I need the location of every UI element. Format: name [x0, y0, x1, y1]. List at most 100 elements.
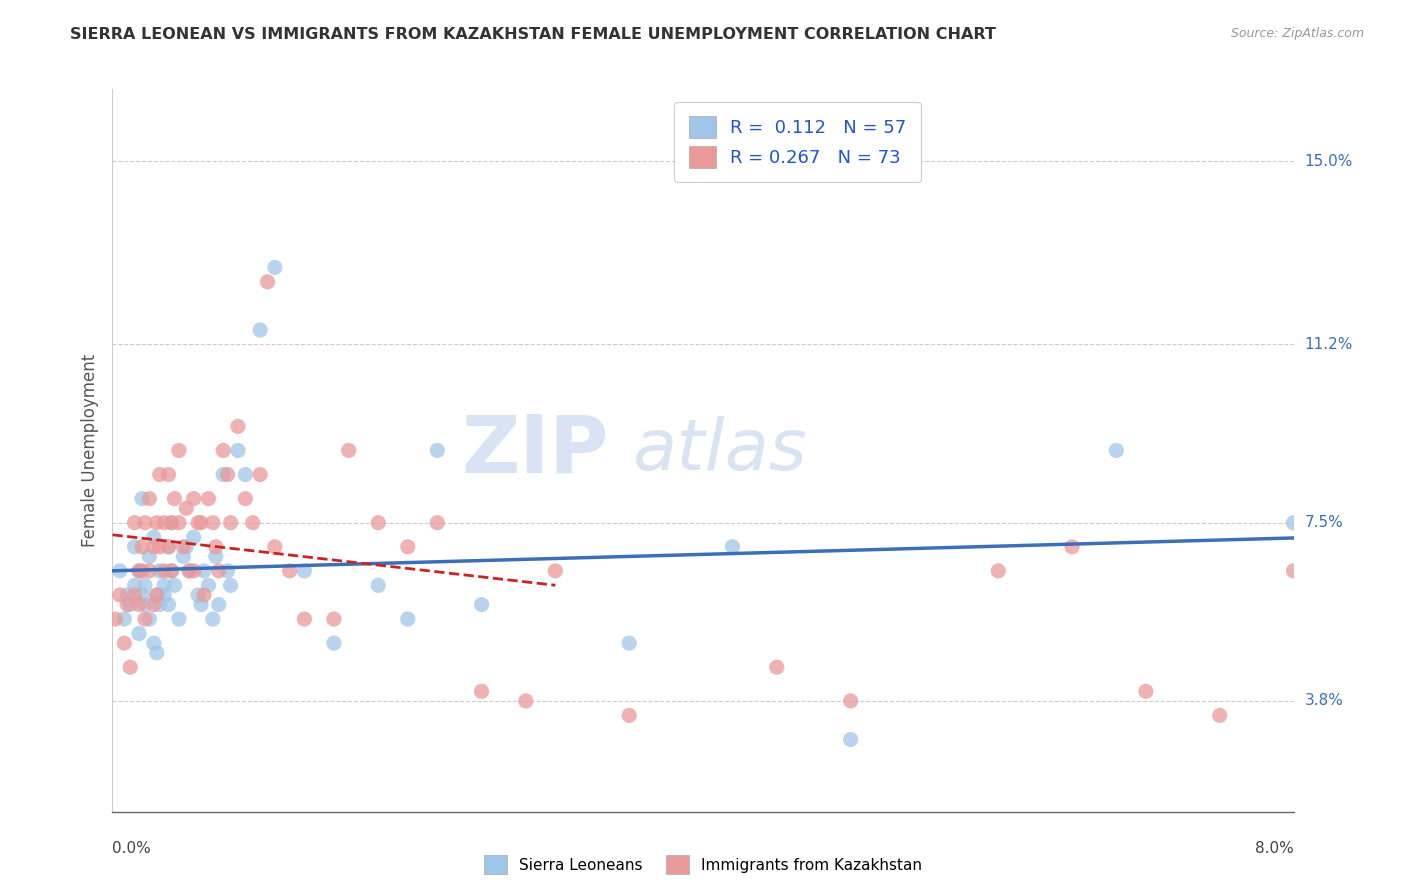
Point: [193, 564, 215, 578]
Point: [157, 540, 180, 554]
Point: [153, 564, 176, 578]
Point: [619, 636, 641, 650]
Point: [138, 612, 160, 626]
Point: [721, 540, 744, 554]
Point: [337, 443, 360, 458]
Point: [131, 588, 153, 602]
Point: [987, 564, 1010, 578]
Point: [149, 467, 172, 482]
Text: 15.0%: 15.0%: [1305, 154, 1353, 169]
Y-axis label: Female Unemployment: Female Unemployment: [80, 354, 98, 547]
Point: [1062, 540, 1084, 554]
Point: [242, 516, 264, 530]
Point: [174, 501, 197, 516]
Point: [183, 530, 205, 544]
Point: [167, 516, 190, 530]
Point: [1312, 636, 1334, 650]
Point: [256, 275, 278, 289]
Text: atlas: atlas: [633, 416, 807, 485]
Point: [160, 516, 183, 530]
Point: [131, 564, 153, 578]
Point: [208, 598, 231, 612]
Point: [1355, 708, 1378, 723]
Point: [1105, 443, 1128, 458]
Point: [131, 491, 153, 506]
Point: [1135, 684, 1157, 698]
Point: [146, 588, 169, 602]
Point: [146, 588, 169, 602]
Point: [112, 636, 135, 650]
Point: [212, 443, 235, 458]
Point: [172, 549, 194, 564]
Point: [201, 516, 224, 530]
Point: [217, 467, 239, 482]
Point: [233, 467, 256, 482]
Point: [219, 516, 242, 530]
Point: [1282, 516, 1305, 530]
Point: [323, 636, 346, 650]
Point: [131, 540, 153, 554]
Point: [146, 516, 169, 530]
Point: [187, 516, 209, 530]
Point: [264, 540, 287, 554]
Point: [138, 564, 160, 578]
Point: [396, 612, 419, 626]
Point: [134, 598, 156, 612]
Point: [233, 491, 256, 506]
Point: [190, 598, 212, 612]
Legend: R =  0.112   N = 57, R = 0.267   N = 73: R = 0.112 N = 57, R = 0.267 N = 73: [673, 102, 921, 182]
Point: [128, 598, 150, 612]
Point: [187, 588, 209, 602]
Point: [117, 588, 138, 602]
Point: [292, 564, 315, 578]
Point: [124, 588, 146, 602]
Point: [124, 578, 146, 592]
Point: [124, 516, 146, 530]
Point: [201, 612, 224, 626]
Point: [292, 612, 315, 626]
Point: [104, 612, 127, 626]
Point: [396, 540, 419, 554]
Point: [249, 323, 271, 337]
Point: [179, 564, 201, 578]
Text: Source: ZipAtlas.com: Source: ZipAtlas.com: [1230, 27, 1364, 40]
Point: [839, 732, 862, 747]
Point: [515, 694, 537, 708]
Point: [544, 564, 567, 578]
Point: [183, 491, 205, 506]
Point: [138, 491, 160, 506]
Point: [149, 598, 172, 612]
Point: [278, 564, 301, 578]
Point: [138, 549, 160, 564]
Point: [367, 578, 389, 592]
Point: [149, 564, 172, 578]
Text: SIERRA LEONEAN VS IMMIGRANTS FROM KAZAKHSTAN FEMALE UNEMPLOYMENT CORRELATION CHA: SIERRA LEONEAN VS IMMIGRANTS FROM KAZAKH…: [70, 27, 997, 42]
Point: [153, 516, 176, 530]
Point: [142, 530, 165, 544]
Point: [157, 540, 180, 554]
Point: [217, 564, 239, 578]
Point: [142, 540, 165, 554]
Text: ZIP: ZIP: [461, 411, 609, 490]
Point: [226, 419, 249, 434]
Point: [112, 612, 135, 626]
Point: [142, 598, 165, 612]
Point: [157, 467, 180, 482]
Point: [134, 578, 156, 592]
Point: [172, 540, 194, 554]
Point: [146, 646, 169, 660]
Point: [160, 564, 183, 578]
Point: [226, 443, 249, 458]
Point: [1208, 708, 1232, 723]
Point: [167, 612, 190, 626]
Point: [323, 612, 346, 626]
Point: [160, 516, 183, 530]
Text: 8.0%: 8.0%: [1254, 840, 1294, 855]
Point: [205, 549, 228, 564]
Point: [212, 467, 235, 482]
Point: [108, 564, 131, 578]
Point: [157, 598, 180, 612]
Text: 0.0%: 0.0%: [112, 840, 152, 855]
Point: [128, 564, 150, 578]
Point: [153, 588, 176, 602]
